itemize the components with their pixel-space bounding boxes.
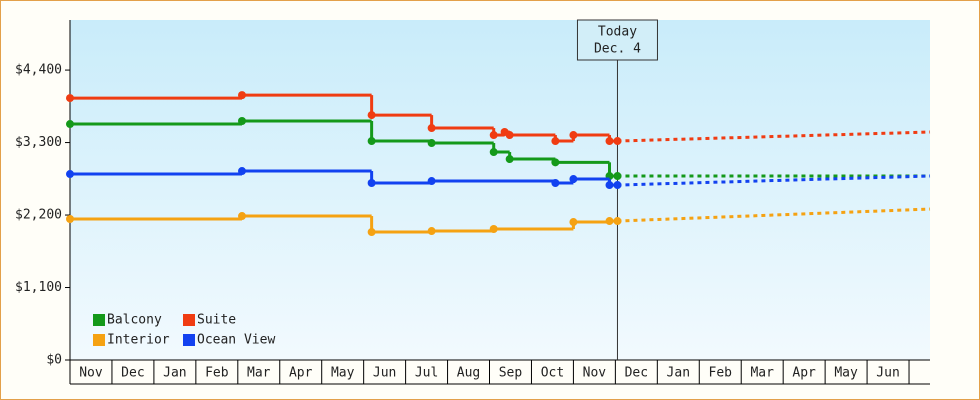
price-point bbox=[505, 155, 514, 164]
legend-swatch bbox=[183, 334, 195, 346]
y-tick-label: $3,300 bbox=[15, 135, 62, 150]
x-tick-label: Oct bbox=[541, 366, 564, 381]
x-tick-label: Jun bbox=[876, 366, 899, 381]
x-tick-label: Sep bbox=[499, 366, 523, 381]
x-tick-label: Apr bbox=[792, 366, 816, 381]
price-point bbox=[605, 181, 614, 190]
x-tick-label: Nov bbox=[583, 366, 607, 381]
price-point bbox=[367, 228, 376, 237]
y-tick-label: $4,400 bbox=[15, 63, 62, 78]
y-tick-label: $1,100 bbox=[15, 280, 62, 295]
x-tick-label: Jan bbox=[667, 366, 690, 381]
price-point bbox=[569, 218, 578, 227]
legend-label: Interior bbox=[107, 333, 170, 348]
x-tick-label: Jan bbox=[163, 366, 186, 381]
today-box bbox=[576, 19, 658, 61]
x-tick-label: Apr bbox=[289, 366, 313, 381]
price-point bbox=[367, 137, 376, 146]
price-point bbox=[66, 94, 74, 103]
x-tick-label: Dec bbox=[625, 366, 648, 381]
price-point bbox=[66, 170, 74, 179]
price-point bbox=[66, 214, 74, 223]
price-point bbox=[489, 131, 498, 140]
y-tick-label: $2,200 bbox=[15, 208, 62, 223]
today-label: Dec. 4 bbox=[594, 42, 641, 57]
x-tick-label: Jun bbox=[373, 366, 396, 381]
x-tick-label: Jul bbox=[415, 366, 438, 381]
x-tick-label: Dec bbox=[121, 366, 144, 381]
price-point bbox=[427, 177, 436, 186]
legend-label: Ocean View bbox=[197, 333, 275, 348]
y-tick-label: $0 bbox=[46, 353, 62, 368]
price-point bbox=[367, 179, 376, 188]
price-point bbox=[551, 158, 560, 167]
price-point bbox=[613, 172, 622, 181]
price-point bbox=[613, 217, 622, 226]
price-point bbox=[605, 137, 614, 146]
price-point bbox=[505, 131, 514, 140]
legend-label: Suite bbox=[197, 313, 236, 328]
price-point bbox=[66, 120, 74, 129]
price-point bbox=[238, 91, 246, 100]
price-point bbox=[427, 124, 436, 133]
x-tick-label: Mar bbox=[750, 366, 774, 381]
price-point bbox=[427, 227, 436, 236]
price-point bbox=[569, 131, 578, 140]
price-point bbox=[367, 111, 376, 120]
price-point bbox=[238, 117, 246, 126]
x-tick-label: May bbox=[331, 366, 355, 381]
price-point bbox=[551, 137, 560, 146]
price-point bbox=[489, 225, 498, 234]
today-label: Today bbox=[598, 25, 637, 40]
x-tick-label: Feb bbox=[709, 366, 733, 381]
legend-label: Balcony bbox=[107, 313, 162, 328]
price-point bbox=[238, 212, 246, 221]
x-tick-label: Mar bbox=[247, 366, 271, 381]
legend-swatch bbox=[93, 334, 105, 346]
price-point bbox=[427, 139, 436, 148]
price-point bbox=[613, 137, 622, 146]
plot-area bbox=[70, 20, 930, 360]
price-point bbox=[551, 179, 560, 188]
x-tick-label: Feb bbox=[205, 366, 229, 381]
legend-swatch bbox=[183, 314, 195, 326]
price-point bbox=[238, 167, 246, 176]
price-point bbox=[605, 217, 614, 226]
legend-swatch bbox=[93, 314, 105, 326]
price-point bbox=[613, 181, 622, 190]
x-tick-label: Aug bbox=[457, 366, 480, 381]
x-tick-label: Nov bbox=[79, 366, 103, 381]
x-tick-label: May bbox=[834, 366, 858, 381]
price-point bbox=[489, 148, 498, 157]
price-point bbox=[569, 175, 578, 184]
